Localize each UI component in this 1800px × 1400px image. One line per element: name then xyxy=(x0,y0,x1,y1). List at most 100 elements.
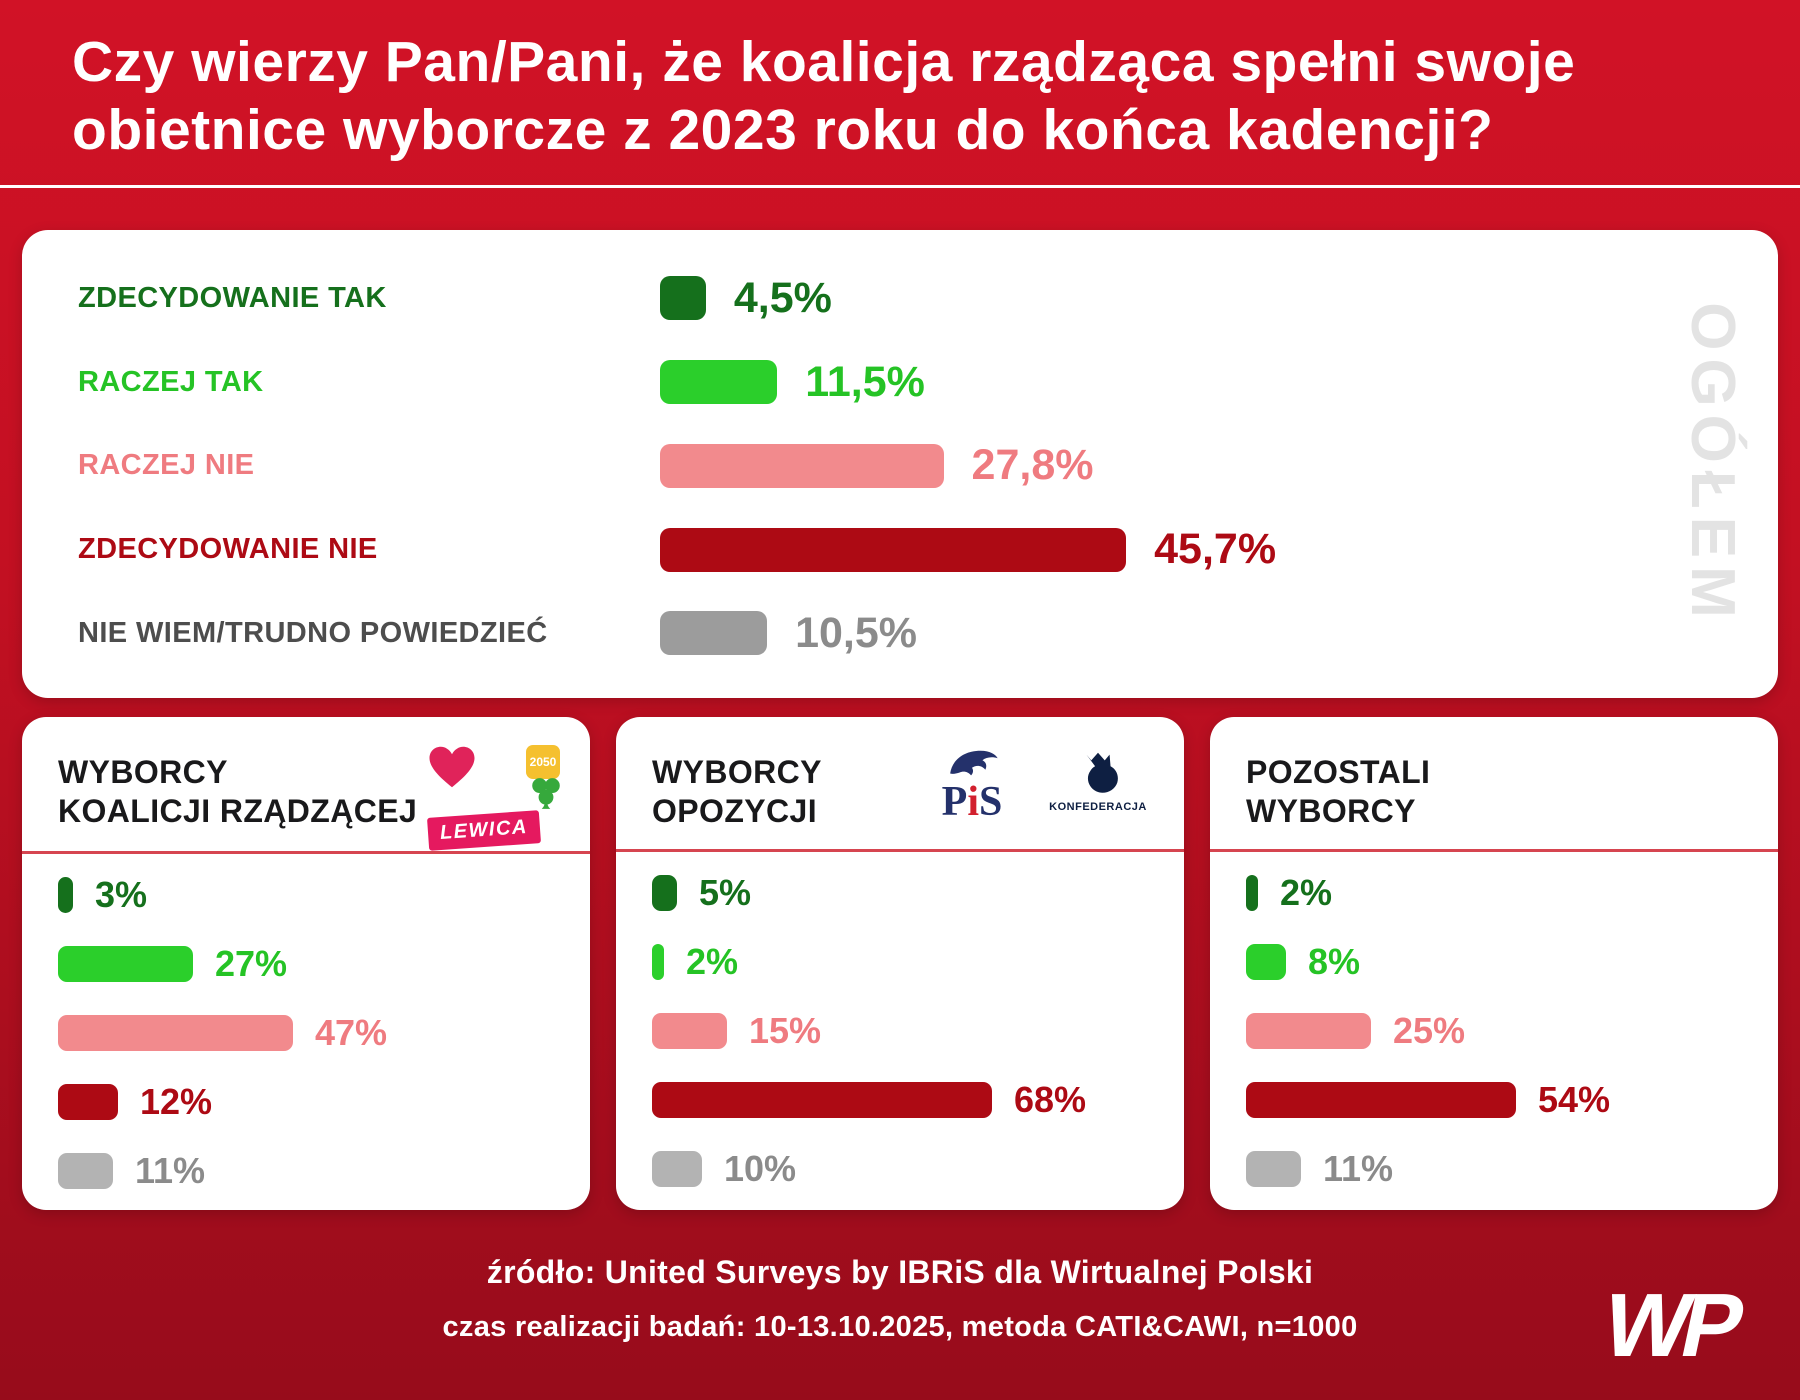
page-title: Czy wierzy Pan/Pani, że koalicja rządząc… xyxy=(72,30,1576,163)
bar xyxy=(58,1152,113,1189)
bar-value: 12% xyxy=(140,1080,213,1122)
pozostali-row-0: 2% xyxy=(1246,872,1748,914)
ogolem-row-0: ZDECYDOWANIE TAK 4,5% xyxy=(78,274,1738,323)
opozycja-row-3: 68% xyxy=(652,1079,1154,1121)
koalicja-bar-rows: 3% 27% 47% 12% 11% xyxy=(58,874,560,1192)
bar xyxy=(660,360,778,405)
pozostali-row-4: 11% xyxy=(1246,1148,1748,1190)
bar-value: 11% xyxy=(1323,1147,1394,1189)
polska-2050-icon: 2050 xyxy=(526,744,560,779)
panel-pozostali-header: POZOSTALI WYBORCY xyxy=(1246,745,1748,845)
koalicja-row-2: 47% xyxy=(58,1012,560,1054)
konfederacja-logo: KONFEDERACJA xyxy=(1042,745,1154,813)
ogolem-row-1: RACZEJ TAK 11,5% xyxy=(78,358,1738,407)
bar-value: 2% xyxy=(686,940,739,982)
koalicja-row-4: 11% xyxy=(58,1150,560,1192)
overall-bar-rows: ZDECYDOWANIE TAK 4,5% RACZEJ TAK 11,5% RACZE… xyxy=(78,274,1738,658)
bar-value: 10,5% xyxy=(795,608,918,657)
pozostali-row-3: 54% xyxy=(1246,1079,1748,1121)
panel-pozostali-title: POZOSTALI WYBORCY xyxy=(1246,753,1431,829)
bar xyxy=(58,1083,118,1120)
opozycja-row-2: 15% xyxy=(652,1010,1154,1052)
koalicja-row-3: 12% xyxy=(58,1081,560,1123)
konfederacja-logo-text: KONFEDERACJA xyxy=(1049,800,1147,813)
koalicja-row-1: 27% xyxy=(58,943,560,985)
koalicja-logo-cluster: 2050 LEWICA xyxy=(426,744,560,851)
bar-value: 10% xyxy=(724,1147,797,1189)
bar xyxy=(652,943,664,980)
voter-group-panels: WYBORCY KOALICJI RZĄDZĄCEJ 2050 LEWICA 3… xyxy=(22,716,1778,1210)
category-label: ZDECYDOWANIE NIE xyxy=(78,533,378,566)
pozostali-bar-rows: 2% 8% 25% 54% 11% xyxy=(1246,872,1748,1190)
panel-pozostali: POZOSTALI WYBORCY 2% 8% 25% 54% 11% xyxy=(1210,716,1778,1210)
footer-details: czas realizacji badań: 10-13.10.2025, me… xyxy=(442,1310,1358,1343)
footer: źródło: United Surveys by IBRiS dla Wirt… xyxy=(0,1254,1800,1344)
bar xyxy=(660,527,1127,572)
pozostali-row-2: 25% xyxy=(1246,1010,1748,1052)
pis-eagle-icon xyxy=(950,750,998,776)
koalicja-row-0: 3% xyxy=(58,874,560,916)
pis-logo-text: PiS xyxy=(941,778,1003,825)
bar-value: 27,8% xyxy=(971,441,1094,490)
wp-logo: WP xyxy=(1594,1276,1747,1376)
panel-opozycja-title: WYBORCY OPOZYCJI xyxy=(652,753,822,829)
panel-divider xyxy=(22,850,590,854)
bar xyxy=(1246,1012,1371,1049)
bar xyxy=(1246,1081,1516,1118)
bar-value: 15% xyxy=(749,1009,822,1051)
bar-value: 45,7% xyxy=(1154,525,1277,574)
panel-divider xyxy=(616,848,1184,852)
bar-value: 3% xyxy=(95,873,148,915)
bar xyxy=(58,876,73,913)
category-label: ZDECYDOWANIE TAK xyxy=(78,281,387,314)
category-label: NIE WIEM/TRUDNO POWIEDZIEĆ xyxy=(78,616,548,649)
bar-value: 8% xyxy=(1308,940,1361,982)
ogolem-row-4: NIE WIEM/TRUDNO POWIEDZIEĆ 10,5% xyxy=(78,609,1738,658)
bar xyxy=(652,1150,702,1187)
bar-value: 5% xyxy=(699,871,752,913)
bar-value: 4,5% xyxy=(733,273,832,322)
ogolem-row-2: RACZEJ NIE 27,8% xyxy=(78,441,1738,490)
bar xyxy=(652,1012,727,1049)
bar xyxy=(652,874,677,911)
bar xyxy=(660,443,944,488)
bar-value: 25% xyxy=(1393,1009,1466,1051)
bar xyxy=(58,945,193,982)
ko-heart-icon xyxy=(428,745,476,794)
category-label: RACZEJ TAK xyxy=(78,365,264,398)
opozycja-row-0: 5% xyxy=(652,872,1154,914)
panel-divider xyxy=(1210,848,1778,852)
konfederacja-falcon-icon xyxy=(1086,752,1118,793)
opozycja-row-4: 10% xyxy=(652,1148,1154,1190)
bar-value: 54% xyxy=(1538,1078,1611,1120)
bar-value: 27% xyxy=(215,942,288,984)
category-label: RACZEJ NIE xyxy=(78,449,255,482)
panel-opozycja: WYBORCY OPOZYCJI PiS KONFEDERACJA 5% 2% 15… xyxy=(616,716,1184,1210)
pozostali-row-1: 8% xyxy=(1246,941,1748,983)
panel-koalicja: WYBORCY KOALICJI RZĄDZĄCEJ 2050 LEWICA 3… xyxy=(22,716,590,1210)
bar xyxy=(652,1081,992,1118)
bar-value: 2% xyxy=(1280,871,1333,913)
bar xyxy=(1246,1150,1301,1187)
bar-value: 11% xyxy=(135,1149,206,1191)
bar-value: 68% xyxy=(1014,1078,1087,1120)
bar-value: 11,5% xyxy=(805,357,925,406)
bar xyxy=(660,276,706,321)
bar xyxy=(58,1014,293,1051)
bar-value: 47% xyxy=(315,1011,388,1053)
overall-panel: ZDECYDOWANIE TAK 4,5% RACZEJ TAK 11,5% RACZE… xyxy=(22,229,1778,698)
opozycja-logo-cluster: PiS KONFEDERACJA xyxy=(922,745,1154,823)
ogolem-row-3: ZDECYDOWANIE NIE 45,7% xyxy=(78,525,1738,574)
pis-logo: PiS xyxy=(922,745,1022,823)
ogolem-watermark: OGÓŁEM xyxy=(1678,302,1747,626)
opozycja-row-1: 2% xyxy=(652,941,1154,983)
panel-koalicja-header: WYBORCY KOALICJI RZĄDZĄCEJ 2050 LEWICA xyxy=(58,744,560,851)
bar xyxy=(1246,874,1258,911)
panel-koalicja-title: WYBORCY KOALICJI RZĄDZĄCEJ xyxy=(58,753,418,829)
title-divider xyxy=(0,184,1800,188)
footer-source: źródło: United Surveys by IBRiS dla Wirt… xyxy=(486,1253,1314,1290)
bar xyxy=(1246,943,1286,980)
opozycja-bar-rows: 5% 2% 15% 68% 10% xyxy=(652,872,1154,1190)
lewica-banner: LEWICA xyxy=(426,809,541,851)
